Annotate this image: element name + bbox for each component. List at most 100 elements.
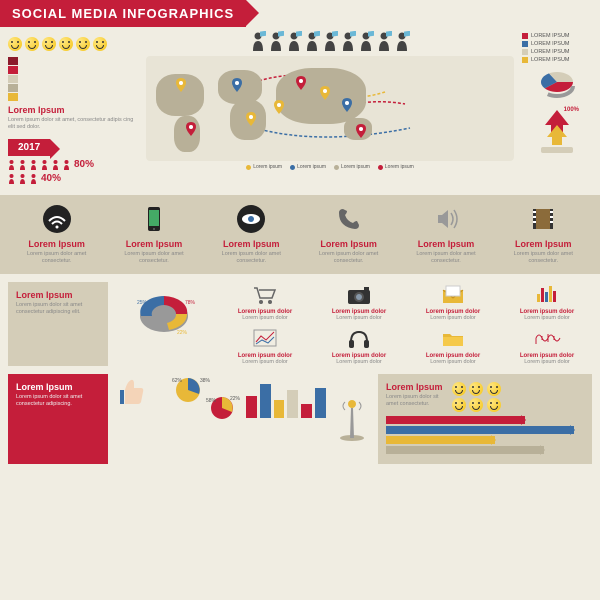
equalizer-icon bbox=[532, 282, 562, 306]
right-column: LOREM IPSUMLOREM IPSUMLOREM IPSUMLOREM I… bbox=[522, 31, 592, 187]
icon-card: Lorem IpsumLorem ipsum dolor amet consec… bbox=[309, 203, 389, 265]
middle-row: Lorem Ipsum Lorem ipsum dolor sit amet c… bbox=[0, 278, 600, 370]
person-silhouette bbox=[268, 31, 284, 53]
top-section: Lorem Ipsum Lorem ipsum dolor sit amet, … bbox=[0, 27, 600, 191]
speaker-icon bbox=[430, 203, 462, 235]
arrow-up-stat: 100% bbox=[537, 105, 577, 155]
bar bbox=[246, 396, 257, 418]
map-column: Lorem ipsumLorem ipsumLorem ipsumLorem i… bbox=[146, 31, 514, 187]
icon-card: Lorem IpsumLorem ipsum dolor amet consec… bbox=[211, 203, 291, 265]
bar bbox=[287, 390, 298, 418]
horizontal-bars bbox=[386, 416, 584, 454]
percentage-label: 80% bbox=[74, 159, 94, 170]
bar bbox=[301, 404, 312, 418]
emoji-icon bbox=[469, 382, 483, 396]
hbar-card: Lorem Ipsum Lorem ipsum dolor sit amet c… bbox=[378, 374, 592, 464]
map-pin bbox=[274, 100, 284, 114]
mini-card: Lorem ipsum dolorLorem ipsum dolor bbox=[314, 326, 404, 366]
color-scale bbox=[8, 57, 18, 101]
tower-icon bbox=[332, 374, 372, 464]
mini-card: Lorem ipsum dolorLorem ipsum dolor bbox=[220, 282, 310, 322]
map-pin bbox=[356, 124, 366, 138]
emoji-icon bbox=[452, 398, 466, 412]
mail-icon bbox=[438, 282, 468, 306]
wave-icon bbox=[532, 326, 562, 350]
audience-row bbox=[146, 31, 514, 53]
icon-card: Lorem IpsumLorem ipsum dolor amet consec… bbox=[17, 203, 97, 265]
bar-chart bbox=[246, 374, 326, 464]
icon-card: Lorem IpsumLorem ipsum dolor amet consec… bbox=[503, 203, 583, 265]
emoji-row bbox=[8, 37, 138, 51]
person-silhouette bbox=[376, 31, 392, 53]
eye-icon bbox=[235, 203, 267, 235]
svg-text:22%: 22% bbox=[230, 396, 240, 402]
mini-card-grid: Lorem ipsum dolorLorem ipsum dolorLorem … bbox=[220, 282, 592, 366]
map-pin bbox=[176, 78, 186, 92]
mini-card: Lorem ipsum dolorLorem ipsum dolor bbox=[220, 326, 310, 366]
bottom-row: Lorem Ipsum Lorem ipsum dolor sit amet c… bbox=[0, 370, 600, 468]
bar bbox=[315, 388, 326, 418]
top-left-column: Lorem Ipsum Lorem ipsum dolor sit amet, … bbox=[8, 31, 138, 187]
bottom-text-card: Lorem Ipsum Lorem ipsum dolor sit amet c… bbox=[8, 374, 108, 464]
person-silhouette bbox=[250, 31, 266, 53]
map-pin bbox=[320, 86, 330, 100]
headphones-icon bbox=[344, 326, 374, 350]
emoji-icon bbox=[487, 398, 501, 412]
hbar bbox=[386, 446, 584, 454]
person-silhouette bbox=[286, 31, 302, 53]
icon-card: Lorem IpsumLorem ipsum dolor amet consec… bbox=[114, 203, 194, 265]
header-banner: SOCIAL MEDIA INFOGRAPHICS bbox=[0, 0, 246, 27]
intro-text: Lorem ipsum dolor sit amet, consectetur … bbox=[8, 117, 138, 131]
phone-icon bbox=[138, 203, 170, 235]
bar bbox=[260, 384, 271, 418]
emoji-icon bbox=[93, 37, 107, 51]
icon-row: Lorem IpsumLorem ipsum dolor amet consec… bbox=[0, 195, 600, 273]
year-badge: 2017 bbox=[8, 139, 50, 156]
call-icon bbox=[333, 203, 365, 235]
emoji-icon bbox=[76, 37, 90, 51]
svg-text:58%: 58% bbox=[206, 398, 217, 404]
map-pin bbox=[232, 78, 242, 92]
svg-text:38%: 38% bbox=[200, 378, 211, 384]
person-silhouette bbox=[394, 31, 410, 53]
color-legend: LOREM IPSUMLOREM IPSUMLOREM IPSUMLOREM I… bbox=[522, 33, 592, 63]
cart-icon bbox=[250, 282, 280, 306]
thumbs-up-icon bbox=[114, 374, 148, 408]
emoji-icon bbox=[487, 382, 501, 396]
thumb-wrap bbox=[114, 374, 164, 464]
percentage-label: 40% bbox=[41, 173, 61, 184]
film-icon bbox=[527, 203, 559, 235]
map-legend: Lorem ipsumLorem ipsumLorem ipsumLorem i… bbox=[146, 164, 514, 170]
map-pin bbox=[246, 112, 256, 126]
header-title: SOCIAL MEDIA INFOGRAPHICS bbox=[12, 6, 234, 21]
mini-pies: 62% 38% 58% 22% bbox=[170, 374, 240, 464]
emoji-icon bbox=[42, 37, 56, 51]
people-stat-row: 40% bbox=[8, 173, 138, 184]
donut-chart-wrap: 78%25%22% bbox=[114, 282, 214, 366]
people-stat-row: 80% bbox=[8, 159, 138, 170]
emoji-icon bbox=[8, 37, 22, 51]
mini-card: Lorem ipsum dolorLorem ipsum dolor bbox=[408, 282, 498, 322]
svg-text:62%: 62% bbox=[172, 378, 183, 384]
people-stats: 80% 40% bbox=[8, 159, 138, 184]
mini-card: Lorem ipsum dolorLorem ipsum dolor bbox=[408, 326, 498, 366]
bar bbox=[274, 400, 285, 418]
wifi-icon bbox=[41, 203, 73, 235]
pie-chart bbox=[537, 69, 577, 99]
emoji-icon bbox=[59, 37, 73, 51]
emoji-grid bbox=[452, 382, 502, 412]
donut-text-card: Lorem Ipsum Lorem ipsum dolor sit amet c… bbox=[8, 282, 108, 366]
folder-icon bbox=[438, 326, 468, 350]
emoji-icon bbox=[25, 37, 39, 51]
mini-card: Lorem ipsum dolorLorem ipsum dolor bbox=[502, 326, 592, 366]
hbar bbox=[386, 426, 584, 434]
emoji-icon bbox=[452, 382, 466, 396]
svg-text:22%: 22% bbox=[177, 330, 188, 336]
camera-icon bbox=[344, 282, 374, 306]
svg-text:78%: 78% bbox=[185, 300, 196, 306]
emoji-icon bbox=[469, 398, 483, 412]
hbar bbox=[386, 436, 584, 444]
person-silhouette bbox=[358, 31, 374, 53]
chart-icon bbox=[250, 326, 280, 350]
intro-title: Lorem Ipsum bbox=[8, 105, 138, 115]
